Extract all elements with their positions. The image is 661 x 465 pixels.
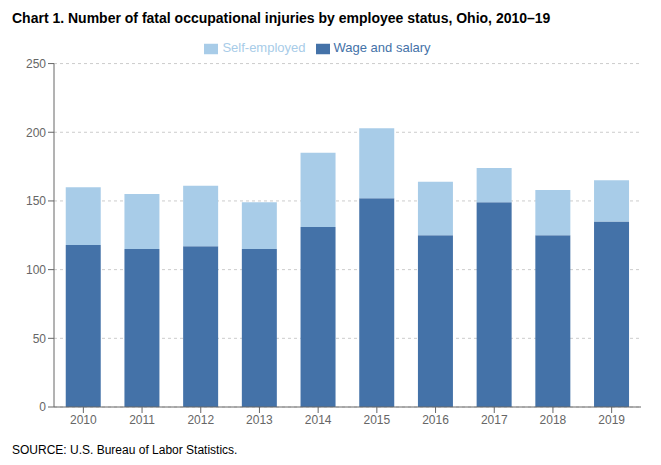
svg-text:50: 50 — [33, 332, 47, 346]
svg-text:100: 100 — [26, 263, 46, 277]
svg-text:2017: 2017 — [481, 413, 508, 427]
svg-text:2013: 2013 — [246, 413, 273, 427]
svg-text:200: 200 — [26, 126, 46, 140]
svg-text:2015: 2015 — [363, 413, 390, 427]
svg-text:0: 0 — [39, 400, 46, 414]
html-text:Wage and salary: Wage and salary — [333, 40, 431, 55]
svg-text:2011: 2011 — [129, 413, 155, 427]
svg-text:2012: 2012 — [187, 413, 214, 427]
svg-text:250: 250 — [26, 57, 46, 71]
svg-text:2018: 2018 — [540, 413, 567, 427]
html-text:SOURCE: U.S. Bureau of Labor S: SOURCE: U.S. Bureau of Labor Statistics. — [12, 443, 238, 457]
svg-text:2016: 2016 — [422, 413, 449, 427]
svg-text:150: 150 — [26, 194, 46, 208]
svg-text:2014: 2014 — [305, 413, 332, 427]
html-text:Chart 1. Number of fatal occup: Chart 1. Number of fatal occupational in… — [12, 10, 551, 26]
svg-text:2010: 2010 — [70, 413, 97, 427]
html-text:Self-employed: Self-employed — [222, 40, 306, 55]
svg-text:2019: 2019 — [598, 413, 625, 427]
